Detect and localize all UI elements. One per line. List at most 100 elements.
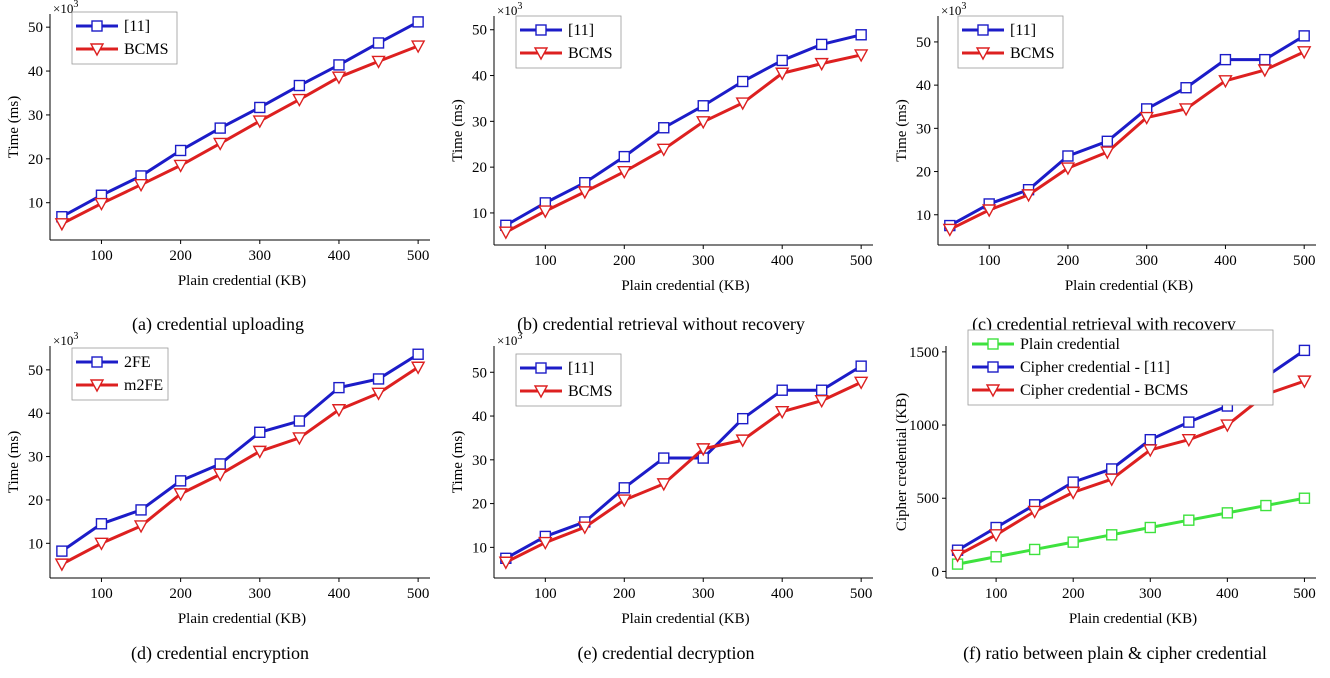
chart-b-legend-marker [535, 24, 547, 36]
chart-f-series-1-point [1298, 344, 1311, 357]
chart-e-legend-label: BCMS [568, 383, 612, 400]
chart-c-series-0-point [1180, 82, 1192, 94]
chart-a-y-tick-label: 40 [28, 64, 43, 80]
chart-f-series-2-point [1297, 375, 1312, 389]
chart-d-series-1-point [173, 488, 188, 502]
chart-a-series-0-point [372, 37, 385, 49]
chart-c-x-tick-label: 400 [1214, 253, 1237, 269]
chart-c-legend-label: BCMS [1010, 45, 1054, 62]
chart-e-series-0-point [855, 360, 867, 372]
chart-d-series-1-point [133, 520, 149, 534]
chart-c-axis-multiplier: ×103 [941, 1, 966, 18]
chart-b-series-1-point [617, 166, 632, 180]
chart-a-y-label: Time (ms) [6, 96, 22, 158]
chart-a-x-tick-label: 500 [407, 248, 430, 264]
chart-e-legend-label: [11] [568, 360, 594, 377]
chart-c-legend-marker [977, 24, 989, 36]
chart-f-series-2-point [1220, 419, 1235, 433]
chart-e-series-1-point [814, 395, 829, 409]
chart-a-series-1-point [371, 55, 386, 69]
chart-f-series-0-point [1106, 529, 1118, 541]
chart-c-legend-box [957, 15, 1064, 69]
chart-d-series-1-point [410, 361, 426, 375]
chart-f-series-2-point [1104, 473, 1119, 487]
chart-c-series-0-point [1062, 150, 1074, 162]
chart-e-legend-marker [533, 385, 549, 399]
chart-c-series-1-point [942, 223, 957, 237]
chart-a-series-line-1 [61, 44, 419, 226]
chart-d-series-1-point [371, 387, 386, 401]
chart-c-series-0-point [1259, 53, 1271, 66]
chart-a-series-1-point [213, 137, 228, 151]
chart-d-x-tick-label: 100 [90, 586, 113, 602]
chart-f-series-0-point [1028, 543, 1041, 556]
chart-d-y-tick-label: 10 [28, 536, 43, 552]
panel-e: 100 200 300 400 500 10 20 30 40 50 Plain credentia… [450, 331, 873, 664]
chart-c-series-0-point [1298, 30, 1310, 42]
chart-a-series-0-point [214, 122, 226, 134]
chart-e-series-1-point [853, 376, 869, 390]
chart-d-legend-label: 2FE [124, 354, 151, 371]
chart-d-y-tick-label: 30 [28, 450, 43, 466]
chart-a-series-0-point [293, 79, 306, 92]
chart-d-series-1-point [54, 558, 70, 572]
chart-b-x-label: Plain credential (KB) [621, 278, 749, 294]
chart-d-legend-box [71, 347, 169, 401]
chart-e-y-label: Time (ms) [450, 431, 466, 493]
chart-f-series-1-point [1067, 476, 1079, 488]
chart-d-legend-marker [89, 379, 105, 393]
chart-c-series-1-point [1139, 111, 1154, 125]
chart-f-series-line-2 [956, 379, 1305, 557]
chart-b-y-tick-label: 40 [472, 69, 487, 85]
chart-a-series-1-point [54, 218, 70, 232]
chart-c-y-tick-label: 30 [916, 121, 931, 137]
chart-d-y-label: Time (ms) [6, 431, 22, 493]
chart-c-series-1-point [1178, 103, 1194, 117]
chart-f-legend-marker [985, 384, 1001, 398]
chart-e-x-tick-label: 300 [692, 586, 715, 602]
chart-d-legend: 2FE m2FE [71, 347, 169, 401]
chart-b-legend-label: BCMS [568, 45, 612, 62]
chart-f-series-2-point [1143, 444, 1158, 458]
chart-d-series-1-point [292, 432, 307, 446]
chart-a-y-tick-label: 20 [28, 152, 43, 168]
chart-b-series-0-point [815, 38, 828, 51]
chart-d-legend-marker [91, 356, 103, 368]
chart-e-series-1-point [696, 443, 711, 457]
chart-c-plot: 100 200 300 400 500 10 20 30 40 50 Plain credentia… [894, 1, 1316, 294]
chart-e-x-label: Plain credential (KB) [621, 611, 749, 627]
chart-b-series-1-point [577, 186, 592, 200]
chart-b-series-1-point [696, 116, 711, 130]
chart-d-axis-multiplier: ×103 [53, 331, 78, 348]
chart-f-y-tick-label: 1500 [909, 345, 939, 361]
chart-a-x-tick-label: 100 [90, 248, 113, 264]
chart-f-series-1-point [1144, 433, 1156, 446]
chart-a-series-1-point [173, 159, 188, 173]
chart-b-series-1-point [775, 67, 790, 81]
chart-b-x-tick-label: 400 [771, 253, 794, 269]
chart-a-caption: (a) credential uploading [132, 314, 304, 335]
chart-e-y-tick-label: 40 [472, 409, 487, 425]
chart-d-series-1-point [94, 537, 109, 551]
chart-b-x-tick-label: 300 [692, 253, 715, 269]
chart-b-series-0-point [658, 122, 670, 134]
chart-d-series-0-point [412, 348, 424, 360]
chart-d-y-tick-label: 50 [28, 363, 43, 379]
chart-d-plot: 100 200 300 400 500 10 20 30 40 50 Plain credentia… [6, 331, 430, 627]
chart-d-series-0-point [174, 475, 187, 487]
chart-b-series-1-point [538, 205, 553, 219]
chart-d-y-tick-label: 40 [28, 406, 43, 422]
chart-a-x-tick-label: 400 [328, 248, 351, 264]
chart-f-x-tick-label: 400 [1216, 586, 1239, 602]
chart-b-legend-box [515, 15, 622, 69]
chart-b-caption: (b) credential retrieval without recover… [517, 314, 805, 335]
chart-b-legend-label: [11] [568, 22, 594, 39]
chart-b-series-line-1 [505, 53, 862, 234]
chart-d-caption: (d) credential encryption [131, 643, 309, 664]
chart-a-series-line-0 [61, 20, 419, 219]
chart-a-y-tick-label: 10 [28, 196, 43, 212]
chart-f-series-2-point [988, 529, 1004, 543]
chart-e-series-1-point [775, 405, 790, 420]
chart-d-legend-label: m2FE [124, 377, 163, 394]
